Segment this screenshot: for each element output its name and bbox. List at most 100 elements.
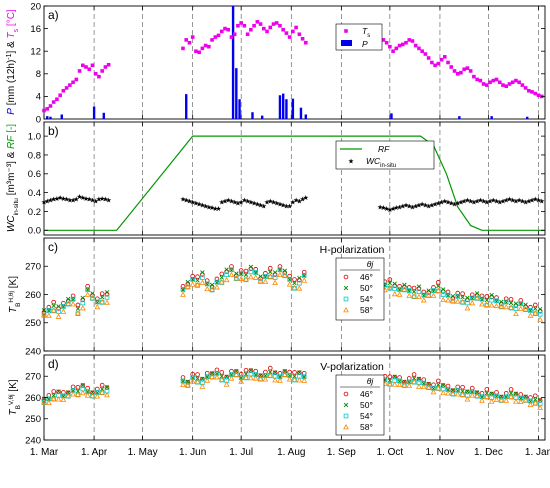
x-tick-label: 1. Dec <box>474 447 503 458</box>
tb-point <box>90 390 95 395</box>
tb-point <box>450 293 456 299</box>
tb-point <box>272 270 278 275</box>
tb-point <box>392 374 397 379</box>
ts-point <box>291 29 295 34</box>
tb-point <box>99 389 106 395</box>
tb-point <box>533 393 538 399</box>
tb-point <box>190 276 195 282</box>
tb-point <box>51 303 56 309</box>
tb-point <box>297 275 302 281</box>
ts-point <box>391 49 395 53</box>
legend-title: θj <box>367 376 375 386</box>
tb-point <box>70 293 76 299</box>
tb-point <box>292 277 297 282</box>
panel-label: a) <box>48 8 59 22</box>
tb-point <box>416 289 422 294</box>
ts-point <box>58 93 62 98</box>
tb-point <box>268 269 273 275</box>
wc-point: ★ <box>422 201 428 209</box>
tb-point <box>445 289 451 295</box>
tb-point <box>272 377 278 383</box>
wc-point: ★ <box>235 199 241 207</box>
tb-point <box>460 295 465 300</box>
precip-bar <box>291 98 295 119</box>
tb-point <box>436 382 441 387</box>
tb-point <box>79 305 86 311</box>
tb-point <box>56 309 61 314</box>
ts-point <box>210 38 214 42</box>
tb-point <box>292 280 297 286</box>
tb-point <box>465 300 470 306</box>
tb-point <box>396 291 403 297</box>
tb-point <box>508 297 514 302</box>
tb-point <box>489 297 494 303</box>
panel-title: V-polarization <box>320 361 384 373</box>
tb-point <box>286 281 293 287</box>
tb-point <box>200 270 205 275</box>
tb-point <box>199 383 206 389</box>
tb-point <box>431 288 436 293</box>
tb-point <box>104 295 110 300</box>
ts-point <box>45 107 50 111</box>
ts-point <box>229 35 234 39</box>
ts-point <box>439 57 444 62</box>
tb-point <box>484 294 490 299</box>
tb-point <box>479 296 485 302</box>
legend-label: 50° <box>360 400 373 410</box>
tb-point <box>84 392 91 398</box>
ts-point <box>219 29 224 34</box>
ts-point <box>97 74 101 79</box>
ts-point <box>200 46 205 51</box>
wc-point: ★ <box>283 202 289 210</box>
tb-point <box>238 275 245 281</box>
tb-point <box>99 295 105 300</box>
wc-point: ★ <box>393 204 399 212</box>
tb-point <box>508 387 514 392</box>
tb-point <box>406 288 412 293</box>
tb-point <box>387 277 393 282</box>
legend-label: 50° <box>360 283 373 293</box>
ts-point <box>77 69 82 73</box>
tb-point <box>257 375 264 382</box>
tb-point <box>99 386 105 392</box>
y-tick-label: 1.0 <box>28 131 41 142</box>
tb-point <box>219 370 225 375</box>
wc-point: ★ <box>70 197 76 205</box>
wc-point: ★ <box>270 199 276 207</box>
legend-marker <box>343 423 349 430</box>
ts-point <box>84 65 88 69</box>
tb-point <box>503 299 509 305</box>
wc-point: ★ <box>403 201 409 209</box>
tb-point <box>386 284 393 291</box>
ts-point <box>265 29 269 34</box>
tb-point <box>65 392 72 399</box>
wc-point: ★ <box>93 198 99 206</box>
tb-point <box>85 287 90 292</box>
tb-point <box>392 286 397 292</box>
legend-c: θj 46°50°54°58° <box>335 257 385 321</box>
tb-point <box>488 302 495 308</box>
panel-label: b) <box>48 124 59 138</box>
wc-point: ★ <box>458 199 464 207</box>
tb-point <box>66 296 71 302</box>
wc-point: ★ <box>251 199 257 207</box>
wc-point: ★ <box>80 194 86 202</box>
tb-point <box>401 286 408 292</box>
tb-point <box>420 383 427 390</box>
ts-point <box>194 49 198 53</box>
tb-point <box>494 295 499 300</box>
tb-point <box>411 372 417 377</box>
tb-point <box>537 311 543 317</box>
precip-bar <box>49 116 52 119</box>
wc-point: ★ <box>442 198 448 206</box>
tb-point <box>508 300 514 306</box>
ts-point <box>436 61 441 66</box>
ts-point <box>51 100 56 104</box>
tb-point <box>479 397 485 403</box>
precip-bar <box>490 116 493 119</box>
ts-point <box>274 21 279 25</box>
tb-point <box>292 370 297 375</box>
y-tick-label: 12 <box>30 47 41 58</box>
ts-point <box>501 83 505 87</box>
tb-point <box>99 382 105 388</box>
